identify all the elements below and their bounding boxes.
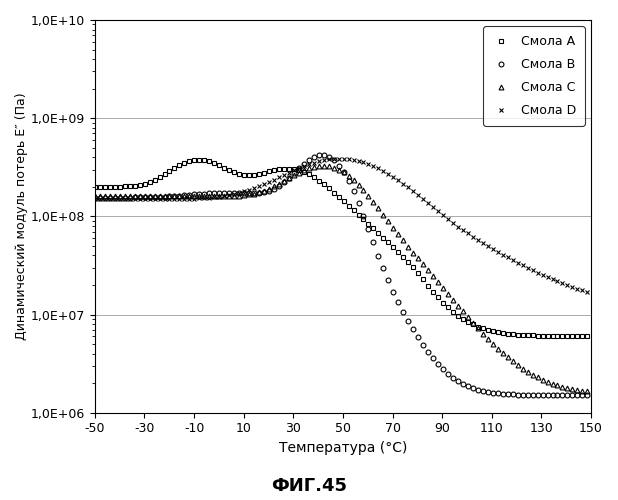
Смола B: [389, 288, 397, 294]
Смола D: [350, 156, 357, 162]
Смола C: [91, 194, 99, 200]
Смола D: [91, 196, 99, 202]
Смола D: [564, 282, 571, 288]
Смола B: [583, 392, 591, 398]
X-axis label: Температура (°C): Температура (°C): [279, 441, 407, 455]
Text: ФИГ.45: ФИГ.45: [271, 477, 347, 495]
Смола C: [389, 225, 397, 231]
Смола A: [196, 156, 203, 162]
Смола A: [583, 333, 591, 339]
Смола D: [549, 276, 556, 282]
Смола A: [185, 158, 193, 164]
Смола D: [206, 194, 213, 200]
Смола A: [91, 184, 99, 190]
Смола B: [320, 152, 328, 158]
Смола A: [549, 333, 556, 339]
Смола B: [206, 190, 213, 196]
Смола D: [583, 288, 591, 294]
Смола A: [350, 208, 357, 214]
Смола C: [185, 194, 193, 200]
Смола A: [564, 333, 571, 339]
Смола B: [549, 392, 556, 398]
Смола D: [389, 174, 397, 180]
Смола C: [549, 380, 556, 386]
Line: Смола D: Смола D: [93, 156, 590, 294]
Смола B: [564, 392, 571, 398]
Смола B: [91, 194, 99, 200]
Line: Смола C: Смола C: [93, 164, 590, 394]
Legend: Смола A, Смола B, Смола C, Смола D: Смола A, Смола B, Смола C, Смола D: [483, 26, 585, 126]
Смола C: [564, 385, 571, 391]
Смола D: [335, 156, 342, 162]
Смола C: [320, 163, 328, 169]
Line: Смола B: Смола B: [93, 153, 590, 398]
Y-axis label: Динамический модуль потерь E″ (Па): Динамический модуль потерь E″ (Па): [15, 92, 28, 340]
Смола B: [350, 188, 357, 194]
Смола A: [211, 160, 218, 166]
Смола A: [389, 244, 397, 250]
Смола B: [185, 192, 193, 198]
Line: Смола A: Смола A: [93, 157, 590, 338]
Смола C: [583, 388, 591, 394]
Смола C: [350, 177, 357, 183]
Смола C: [206, 194, 213, 200]
Смола D: [185, 196, 193, 202]
